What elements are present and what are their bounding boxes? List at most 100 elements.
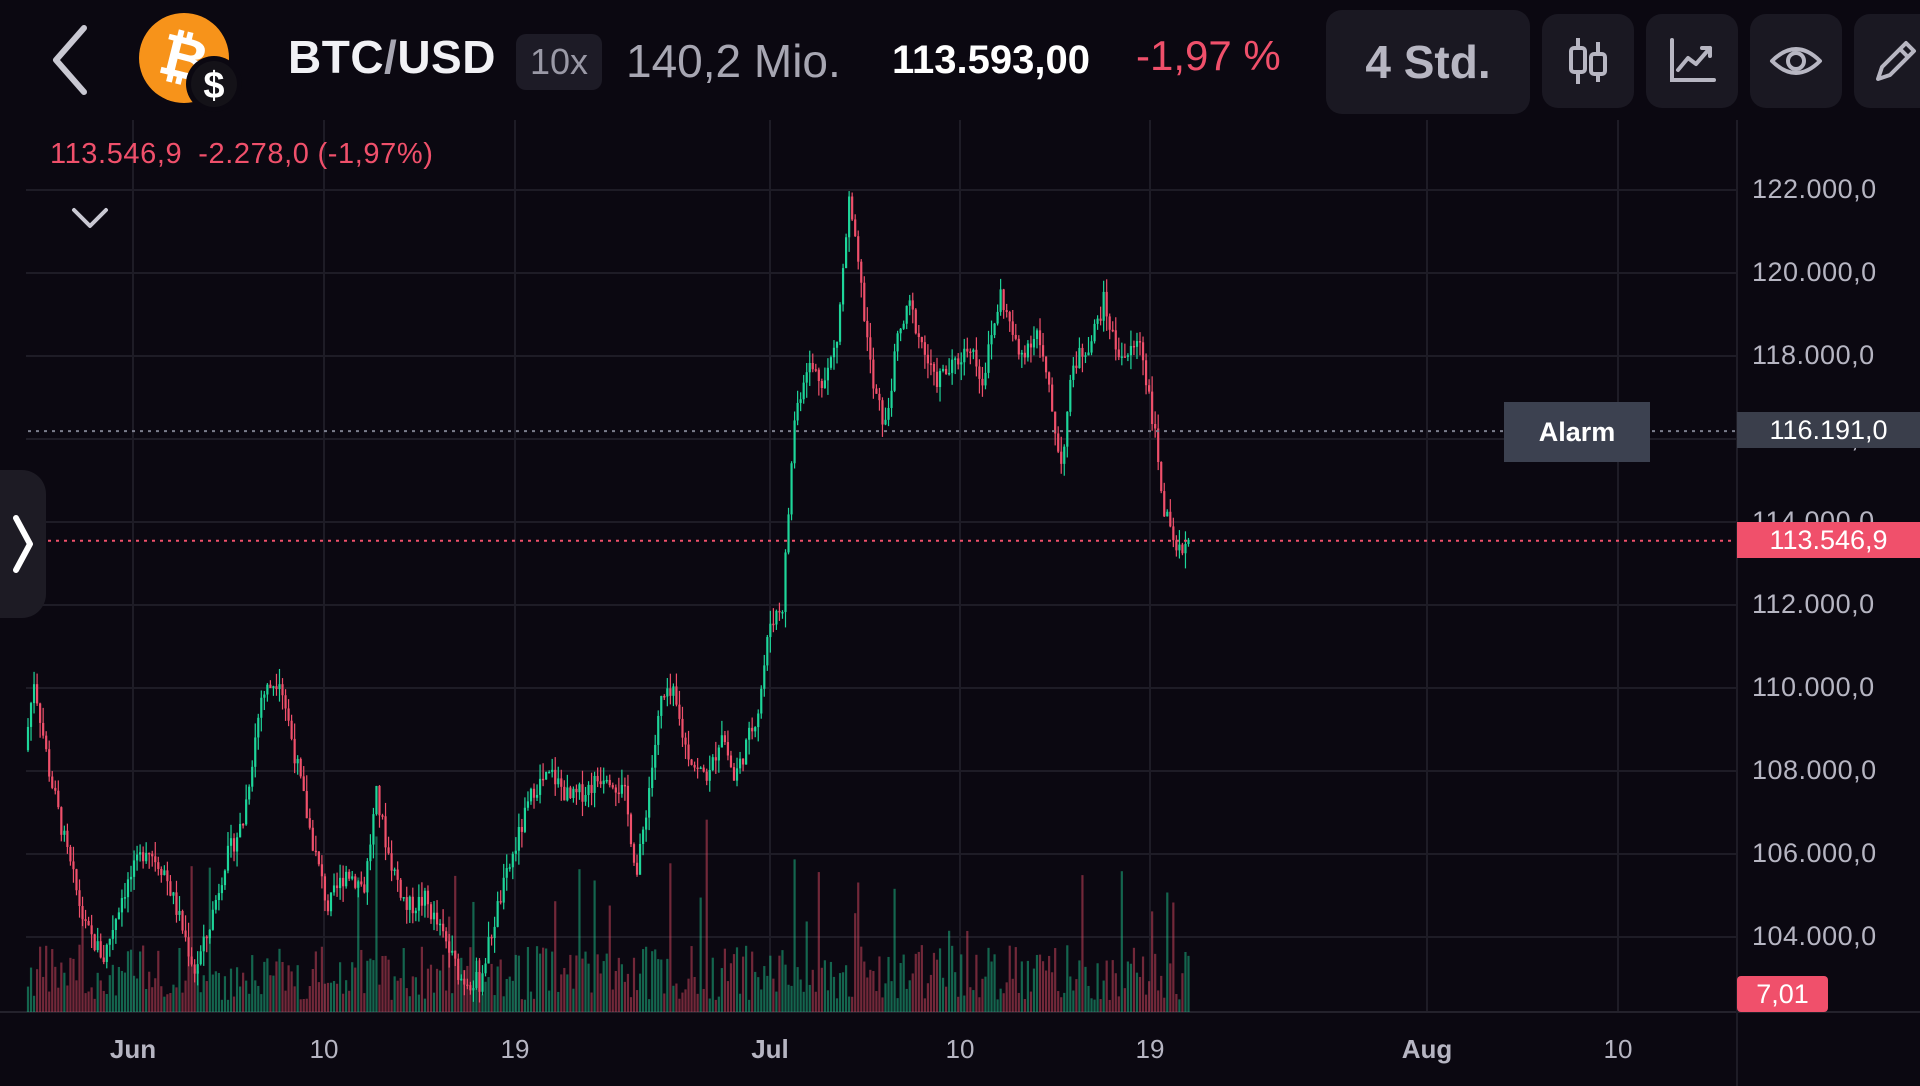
symbol-title[interactable]: BTC/USD	[288, 30, 496, 84]
candle-body	[578, 784, 581, 793]
indicators-button[interactable]	[1646, 14, 1738, 108]
volume-bar	[502, 996, 505, 1012]
volume-bar	[1123, 988, 1126, 1012]
candle-body	[372, 814, 375, 845]
price-axis-label: 120.000,0	[1752, 257, 1877, 287]
volume-bar	[551, 951, 554, 1012]
volume-bar	[220, 999, 224, 1012]
volume-bar	[990, 961, 993, 1012]
candle-body	[1105, 291, 1108, 317]
volume-bar	[342, 993, 345, 1012]
volume-bar	[969, 987, 972, 1012]
volume-bar	[35, 969, 39, 1012]
candle-body	[429, 904, 433, 920]
volume-bar	[981, 978, 984, 1012]
candle-body	[572, 788, 575, 799]
leverage-badge[interactable]: 10x	[516, 34, 603, 90]
candle-body	[1069, 379, 1072, 412]
candle-body	[1160, 461, 1163, 492]
symbol-base: BTC	[288, 31, 385, 83]
candle-body	[351, 876, 354, 879]
candle-body	[1020, 352, 1023, 355]
drawing-tools-button[interactable]	[1854, 14, 1920, 108]
candle-body	[723, 735, 726, 743]
volume-bar	[938, 948, 942, 1012]
candle-body	[151, 853, 154, 857]
candle-body	[338, 877, 342, 889]
candle-body	[469, 985, 472, 991]
volume-value-tag: 7,01	[1737, 976, 1828, 1012]
volume-bar	[499, 959, 502, 1012]
candle-body	[672, 686, 675, 696]
candle-body	[160, 868, 163, 876]
candle-body	[45, 735, 48, 750]
candle-body	[166, 870, 169, 882]
volume-bar	[87, 991, 90, 1012]
volume-bar	[648, 999, 651, 1012]
candle-body	[845, 237, 848, 269]
timeframe-button[interactable]: 4 Std.	[1326, 10, 1530, 114]
candle-body	[499, 901, 502, 903]
volume-bar	[896, 998, 899, 1012]
candle-body	[920, 337, 923, 343]
volume-bar	[39, 946, 42, 1012]
candle-body	[1123, 356, 1126, 358]
chart-type-button[interactable]	[1542, 14, 1634, 108]
alarm-label[interactable]: Alarm	[1504, 402, 1650, 462]
alarm-price-tag[interactable]: 116.191,0	[1737, 412, 1920, 448]
legend-collapse-button[interactable]	[70, 204, 110, 238]
candle-body	[305, 791, 308, 819]
candle-body	[1181, 544, 1184, 554]
candle-body	[78, 890, 81, 907]
candle-body	[84, 919, 87, 921]
volume-bar	[1038, 954, 1042, 1012]
candle-body	[438, 923, 442, 926]
candle-body	[426, 890, 430, 905]
back-button[interactable]	[40, 20, 100, 100]
volume-bar	[696, 993, 699, 1012]
collapse-chevron-icon	[72, 208, 108, 228]
candle-body	[678, 704, 681, 719]
volume-bar	[729, 963, 733, 1012]
volume-bar	[1029, 991, 1033, 1012]
time-axis-label: Aug	[1401, 1034, 1453, 1064]
volume-bar	[769, 955, 772, 1012]
volume-bar	[748, 999, 751, 1012]
candle-body	[699, 767, 702, 770]
candle-body	[1108, 316, 1111, 330]
volume-bar	[545, 948, 548, 1012]
candle-body	[693, 764, 696, 768]
candle-body	[39, 703, 42, 723]
candle-body	[408, 896, 411, 910]
volume-bar	[832, 976, 836, 1012]
volume-bar	[999, 988, 1002, 1012]
candle-body	[420, 896, 423, 906]
candle-body	[239, 823, 242, 838]
candle-body	[60, 807, 63, 835]
candle-body	[781, 611, 784, 614]
volume-bar	[375, 836, 378, 1012]
volume-bar	[614, 970, 617, 1012]
candle-body	[108, 938, 111, 945]
side-panel-toggle[interactable]	[0, 470, 46, 618]
volume-bar	[454, 875, 457, 1012]
candle-body	[596, 775, 599, 782]
volume-bar	[163, 996, 166, 1012]
candle-body	[369, 844, 372, 862]
volume-bar	[1117, 996, 1120, 1012]
volume-bar	[1181, 973, 1184, 1012]
candle-body	[648, 788, 651, 818]
volume-bar	[635, 990, 639, 1012]
volume-bar	[181, 992, 184, 1012]
volume-bar	[778, 955, 781, 1012]
volume-bar	[175, 987, 178, 1012]
candle-body	[626, 785, 630, 815]
volume-bar	[111, 964, 114, 1012]
candle-body	[66, 830, 69, 847]
volume-bar	[878, 956, 881, 1012]
volume-bar	[366, 960, 369, 1012]
visibility-button[interactable]	[1750, 14, 1842, 108]
candle-body	[923, 342, 926, 355]
volume-bar	[1160, 975, 1163, 1012]
